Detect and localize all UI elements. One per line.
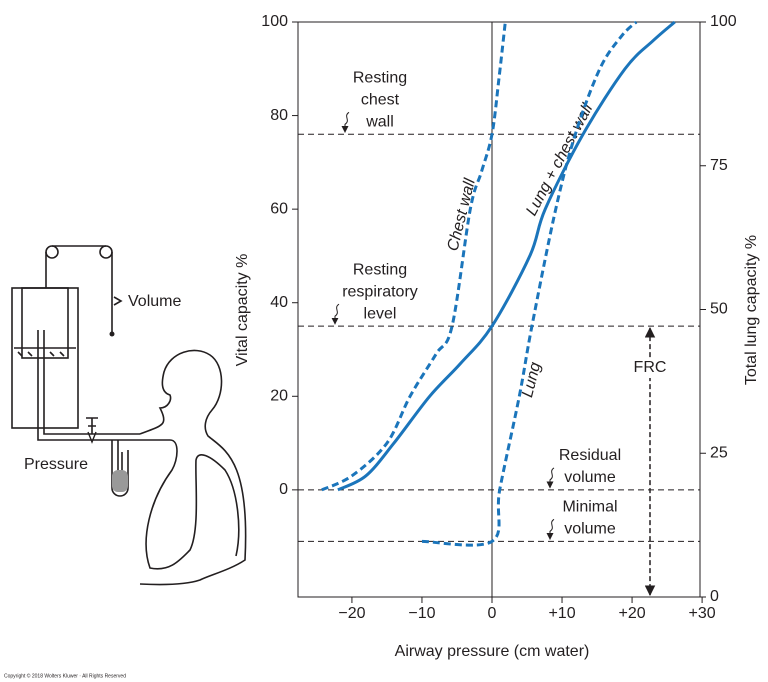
y-tick-label: 0 <box>279 481 288 498</box>
valve <box>87 431 97 444</box>
reference-label: Resting <box>353 70 407 87</box>
y2-tick-label: 50 <box>710 301 728 318</box>
reference-label: Residual <box>559 447 621 464</box>
curve <box>337 20 676 492</box>
pressure-label: Pressure <box>24 456 88 473</box>
water <box>14 347 76 357</box>
y2-tick-label: 75 <box>710 157 728 174</box>
head-body <box>139 349 247 586</box>
y-tick-label: 40 <box>270 294 288 311</box>
volume-label: Volume <box>128 293 181 310</box>
frc-label: FRC <box>634 359 667 376</box>
tube <box>37 330 140 441</box>
reference-arrow <box>341 111 350 133</box>
reference-label: Minimal <box>562 499 617 516</box>
x-axis-label: Airway pressure (cm water) <box>395 643 590 660</box>
reference-label: respiratory <box>342 283 418 300</box>
y2-tick-label: 0 <box>710 588 719 605</box>
y-tick-label: 100 <box>261 13 288 30</box>
lungs <box>140 439 240 570</box>
bell-jar-inner <box>21 287 69 359</box>
x-tick-label: +10 <box>548 605 575 622</box>
reference-label: wall <box>365 114 394 131</box>
curve <box>421 20 638 547</box>
y-tick-label: 20 <box>270 388 288 405</box>
curve-label: Lung <box>519 361 544 400</box>
x-tick-label: −10 <box>408 605 435 622</box>
reference-label: chest <box>361 92 400 109</box>
copyright: Copyright © 2018 Wolters Kluwer · All Ri… <box>4 672 126 679</box>
cord <box>45 245 113 332</box>
pulley <box>45 245 59 259</box>
pointer <box>113 296 123 306</box>
y2-axis-label: Total lung capacity % <box>743 235 760 385</box>
x-tick-label: 0 <box>488 605 497 622</box>
reference-arrow <box>331 303 340 325</box>
y2-tick-label: 25 <box>710 444 728 461</box>
pen <box>109 331 115 337</box>
pulley <box>99 245 113 259</box>
reference-label: level <box>364 305 397 322</box>
curve-label: Lung + chest wall <box>523 101 596 219</box>
y2-tick-label: 100 <box>710 13 737 30</box>
curve-label: Chest wall <box>445 177 479 253</box>
reference-arrow <box>546 467 555 489</box>
x-tick-label: +30 <box>689 605 716 622</box>
reference-label: volume <box>564 469 616 486</box>
reference-label: volume <box>564 521 616 538</box>
x-tick-label: +20 <box>618 605 645 622</box>
manometer-fluid <box>112 470 128 492</box>
x-tick-label: −20 <box>338 605 365 622</box>
curve <box>321 21 507 492</box>
reference-arrow <box>546 518 555 541</box>
reference-label: Resting <box>353 261 407 278</box>
y-tick-label: 80 <box>270 107 288 124</box>
y-tick-label: 60 <box>270 200 288 217</box>
frc-bg <box>628 358 672 378</box>
y-axis-label: Vital capacity % <box>234 254 251 367</box>
apparatus: Volume Pressure <box>11 245 247 586</box>
